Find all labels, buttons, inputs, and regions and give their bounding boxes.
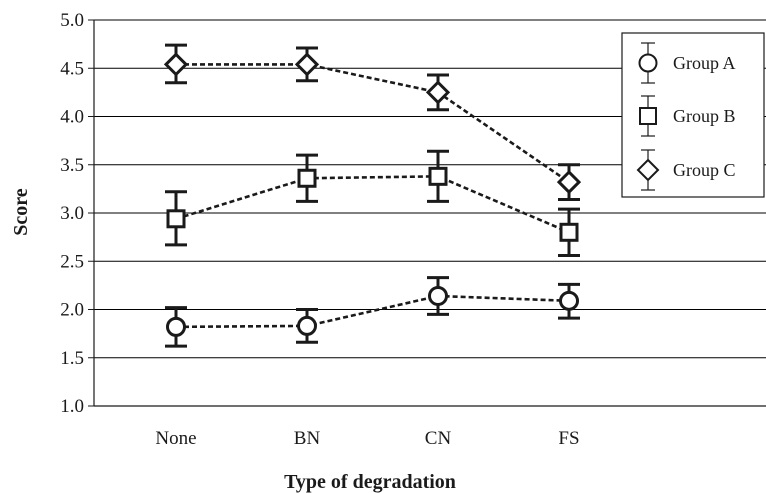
y-tick-label: 5.0	[60, 10, 84, 31]
legend-label: Group B	[673, 106, 736, 126]
legend-marker	[639, 107, 657, 125]
y-tick-label: 1.5	[60, 348, 84, 369]
y-tick-label: 3.5	[60, 155, 84, 176]
y-axis-title: Score	[10, 188, 32, 236]
series-group-c	[163, 43, 582, 201]
x-tick-label: CN	[425, 428, 452, 449]
data-point	[297, 315, 317, 336]
axes	[88, 19, 766, 407]
data-point	[428, 285, 448, 306]
legend-label: Group C	[673, 160, 736, 180]
data-point	[556, 169, 582, 195]
data-point	[163, 52, 189, 77]
legend-marker	[638, 53, 658, 73]
series-line	[175, 175, 570, 234]
legend-entry: Group C	[636, 149, 736, 191]
legend: Group A Group B Group C	[621, 32, 765, 198]
data-point	[166, 209, 186, 229]
y-tick-label: 3.0	[60, 203, 84, 224]
series	[163, 43, 582, 348]
data-point	[559, 290, 579, 311]
y-tick-label: 2.0	[60, 300, 84, 321]
data-point	[294, 52, 320, 77]
y-tick-label: 4.0	[60, 107, 84, 128]
data-point	[166, 316, 186, 337]
y-tick-label: 4.5	[60, 58, 84, 79]
legend-label: Group A	[673, 53, 736, 73]
x-tick-label: FS	[558, 428, 579, 449]
data-point	[428, 166, 448, 186]
x-axis-title: Type of degradation	[284, 471, 456, 493]
grid-lines	[94, 19, 766, 359]
series-group-a	[165, 276, 580, 348]
series-group-b	[165, 149, 580, 257]
x-tick-labels: None BN CN FS	[155, 428, 579, 449]
legend-marker	[636, 158, 660, 182]
data-point	[425, 80, 451, 105]
series-line	[175, 294, 570, 329]
y-tick-labels: 1.0 1.5 2.0 2.5 3.0 3.5 4.0 4.5 5.0	[60, 10, 84, 417]
data-point	[559, 222, 579, 242]
x-tick-label: BN	[294, 428, 321, 449]
legend-entry: Group A	[638, 42, 736, 84]
y-tick-label: 2.5	[60, 251, 84, 272]
legend-entry: Group B	[639, 95, 736, 137]
y-tick-label: 1.0	[60, 396, 84, 417]
series-line	[176, 63, 570, 184]
data-point	[297, 168, 317, 188]
x-tick-label: None	[155, 428, 196, 449]
